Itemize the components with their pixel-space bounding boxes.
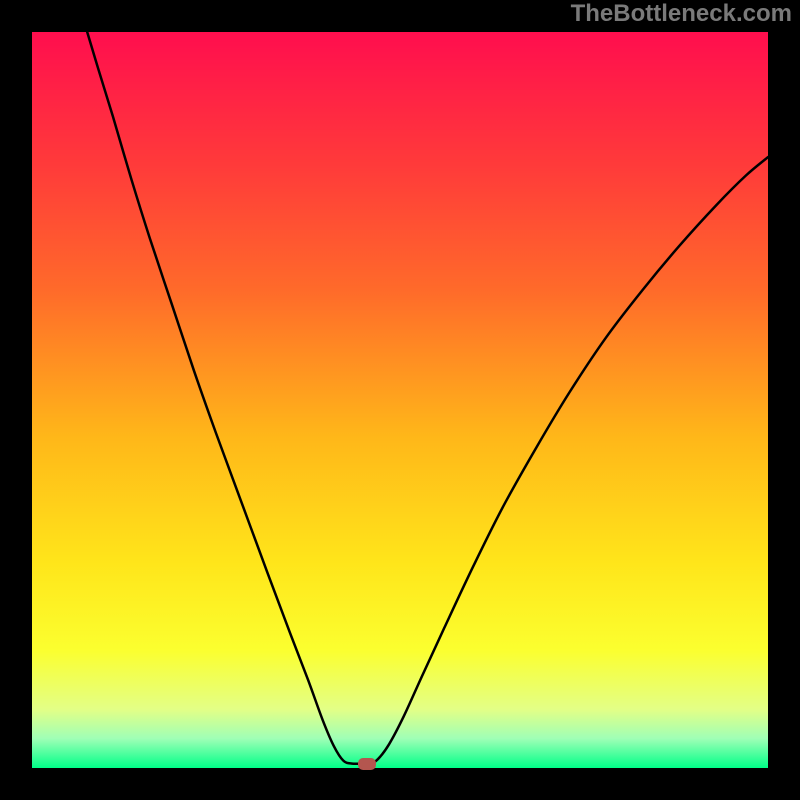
chart-container: TheBottleneck.com — [0, 0, 800, 800]
plot-background-gradient — [32, 32, 768, 768]
watermark-text: TheBottleneck.com — [571, 0, 792, 28]
minimum-marker — [358, 758, 376, 770]
